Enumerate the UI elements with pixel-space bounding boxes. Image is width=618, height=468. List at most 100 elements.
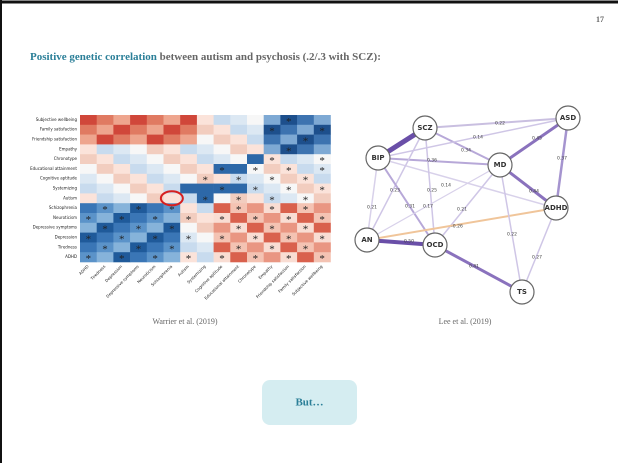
heatmap-cell <box>213 154 231 165</box>
edge-label: 0.37 <box>557 156 567 162</box>
heatmap-cell <box>113 222 131 233</box>
asterisk: * <box>219 214 225 226</box>
heatmap-cell <box>196 115 214 126</box>
heatmap-cell <box>247 115 264 126</box>
heatmap-cell <box>313 203 331 214</box>
asterisk: * <box>303 243 309 255</box>
heatmap-cell <box>213 115 231 126</box>
node-label: BIP <box>371 154 384 162</box>
row-label: Autism <box>63 195 77 200</box>
column-label: ADHD <box>78 264 90 276</box>
asterisk: * <box>186 233 192 245</box>
asterisk: * <box>236 204 242 216</box>
heatmap-cell <box>247 193 264 204</box>
heatmap-cell <box>113 183 131 194</box>
asterisk: * <box>186 253 192 265</box>
heatmap-cell <box>113 144 131 155</box>
asterisk: * <box>253 253 259 265</box>
asterisk: * <box>286 165 292 177</box>
asterisk: * <box>136 243 142 255</box>
asterisk: * <box>219 253 225 265</box>
heatmap-cell <box>313 134 331 145</box>
heatmap-cell <box>96 203 114 214</box>
edge-label: 0.50 <box>404 239 414 245</box>
asterisk: * <box>303 194 309 206</box>
heatmap-cell <box>213 164 231 175</box>
slide-title: Positive genetic correlation between aut… <box>30 51 381 63</box>
heatmap-cell <box>130 252 148 263</box>
heatmap-cell <box>96 115 114 126</box>
row-label: Chronotype <box>54 156 78 161</box>
heatmap-cell <box>80 144 97 155</box>
heatmap-cell <box>297 124 315 135</box>
node-label: OCD <box>427 241 444 249</box>
heatmap-cell <box>263 213 281 224</box>
heatmap-cell <box>96 173 114 184</box>
heatmap-cell <box>313 193 331 204</box>
heatmap-cell <box>297 154 315 165</box>
asterisk: * <box>236 175 242 187</box>
heatmap-cell <box>130 232 148 243</box>
node <box>487 152 513 178</box>
asterisk: * <box>136 224 142 236</box>
heatmap-cell <box>146 115 164 126</box>
heatmap-cell <box>80 154 97 165</box>
heatmap-cell <box>230 222 248 233</box>
asterisk: * <box>119 233 125 245</box>
heatmap-cell <box>196 203 214 214</box>
asterisk: * <box>203 194 209 206</box>
asterisk: * <box>86 233 92 245</box>
heatmap-cell <box>297 232 315 243</box>
heatmap-cell <box>163 213 181 224</box>
heatmap-cell <box>96 164 114 175</box>
heatmap-cell <box>96 193 114 204</box>
row-label: Cognitive aptitude <box>40 176 78 181</box>
title-highlight: Positive genetic correlation <box>30 51 157 63</box>
heatmap-cell <box>96 124 114 135</box>
edge-label: 0.45 <box>532 136 542 142</box>
heatmap-cell <box>130 173 148 184</box>
node <box>354 227 380 253</box>
edge-label: 0.31 <box>405 204 415 210</box>
heatmap-cell <box>163 232 181 243</box>
heatmap-cell <box>247 134 264 145</box>
heatmap-cell <box>297 242 315 253</box>
asterisk: * <box>269 224 275 236</box>
button[interactable] <box>262 380 357 425</box>
asterisk: * <box>269 194 275 206</box>
heatmap-cell <box>297 193 315 204</box>
heatmap-cell <box>297 134 315 145</box>
heatmap-cell <box>230 154 248 165</box>
row-label: Subjective wellbeing <box>36 117 78 122</box>
heatmap-cell <box>180 242 198 253</box>
heatmap-cell <box>213 183 231 194</box>
title-rest: between autism and psychosis (.2/.3 with… <box>157 51 381 63</box>
heatmap-cell <box>297 213 315 224</box>
heatmap-cell <box>213 134 231 145</box>
heatmap-cell <box>180 134 198 145</box>
asterisk: * <box>303 224 309 236</box>
asterisk: * <box>269 126 275 138</box>
edge-label: 0.22 <box>507 232 517 238</box>
heatmap-cell <box>130 124 148 135</box>
heatmap-cell <box>146 232 164 243</box>
heatmap-cell <box>313 183 331 194</box>
heatmap-cell <box>180 222 198 233</box>
heatmap-cell <box>263 193 281 204</box>
edge-label: 0.14 <box>473 135 483 141</box>
node-label: SCZ <box>417 124 432 132</box>
heatmap-cell <box>280 252 298 263</box>
heatmap-cell <box>130 213 148 224</box>
heatmap-cell <box>280 222 298 233</box>
asterisk: * <box>319 126 325 138</box>
heatmap-cell <box>96 154 114 165</box>
heatmap-cell <box>80 222 97 233</box>
asterisk: * <box>319 233 325 245</box>
heatmap-cell <box>247 252 264 263</box>
asterisk: * <box>219 165 225 177</box>
heatmap-cell <box>130 222 148 233</box>
heatmap-cell <box>280 154 298 165</box>
heatmap-cell <box>146 124 164 135</box>
heatmap-cell <box>180 144 198 155</box>
edge-label: 0.41 <box>469 264 479 270</box>
